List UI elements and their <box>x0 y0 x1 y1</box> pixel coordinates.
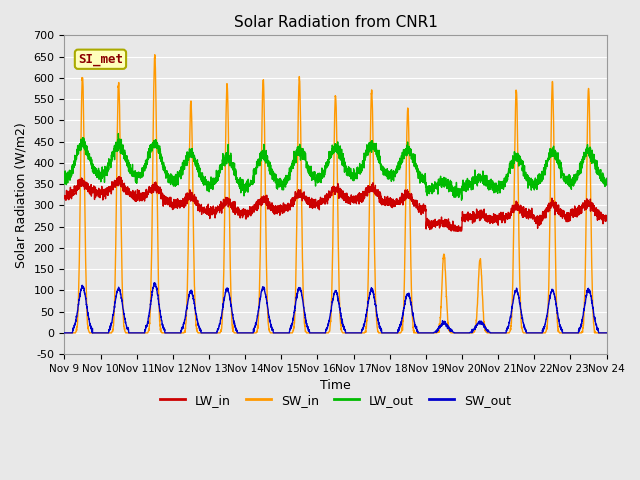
Title: Solar Radiation from CNR1: Solar Radiation from CNR1 <box>234 15 438 30</box>
SW_out <box>388 330 396 336</box>
SW_in <box>552 240 559 245</box>
SW_in <box>388 330 396 336</box>
SW_in <box>602 330 610 336</box>
LW_in <box>116 174 124 180</box>
SW_in <box>398 326 406 332</box>
SW_in <box>603 330 611 336</box>
SW_in <box>61 330 68 336</box>
LW_in <box>177 202 184 208</box>
LW_in <box>603 214 611 219</box>
LW_out <box>177 173 184 179</box>
LW_out <box>398 157 406 163</box>
LW_out <box>552 153 559 159</box>
LW_out <box>388 170 396 176</box>
SW_out <box>398 317 406 323</box>
SW_out <box>552 297 559 302</box>
Text: SI_met: SI_met <box>78 53 123 66</box>
LW_in <box>388 205 396 211</box>
SW_out <box>602 330 610 336</box>
SW_out <box>212 330 220 336</box>
LW_out <box>603 175 611 181</box>
Line: LW_out: LW_out <box>65 133 607 200</box>
LW_out <box>603 179 611 185</box>
LW_out <box>212 179 220 184</box>
LW_in <box>447 228 455 234</box>
LW_out <box>61 180 68 185</box>
Line: LW_in: LW_in <box>65 177 607 231</box>
SW_out <box>61 330 68 336</box>
LW_in <box>61 195 68 201</box>
SW_out <box>150 280 158 286</box>
LW_in <box>552 199 559 205</box>
SW_out <box>603 330 611 336</box>
Legend: LW_in, SW_in, LW_out, SW_out: LW_in, SW_in, LW_out, SW_out <box>155 389 516 412</box>
LW_in <box>212 207 220 213</box>
Line: SW_in: SW_in <box>65 55 607 333</box>
X-axis label: Time: Time <box>320 379 351 393</box>
LW_in <box>603 216 611 222</box>
LW_out <box>458 197 465 203</box>
Line: SW_out: SW_out <box>65 283 607 333</box>
LW_out <box>115 131 122 136</box>
LW_in <box>398 191 406 196</box>
Y-axis label: Solar Radiation (W/m2): Solar Radiation (W/m2) <box>15 122 28 268</box>
SW_in <box>151 52 159 58</box>
SW_in <box>177 330 184 336</box>
SW_in <box>212 330 220 336</box>
SW_out <box>177 330 184 336</box>
